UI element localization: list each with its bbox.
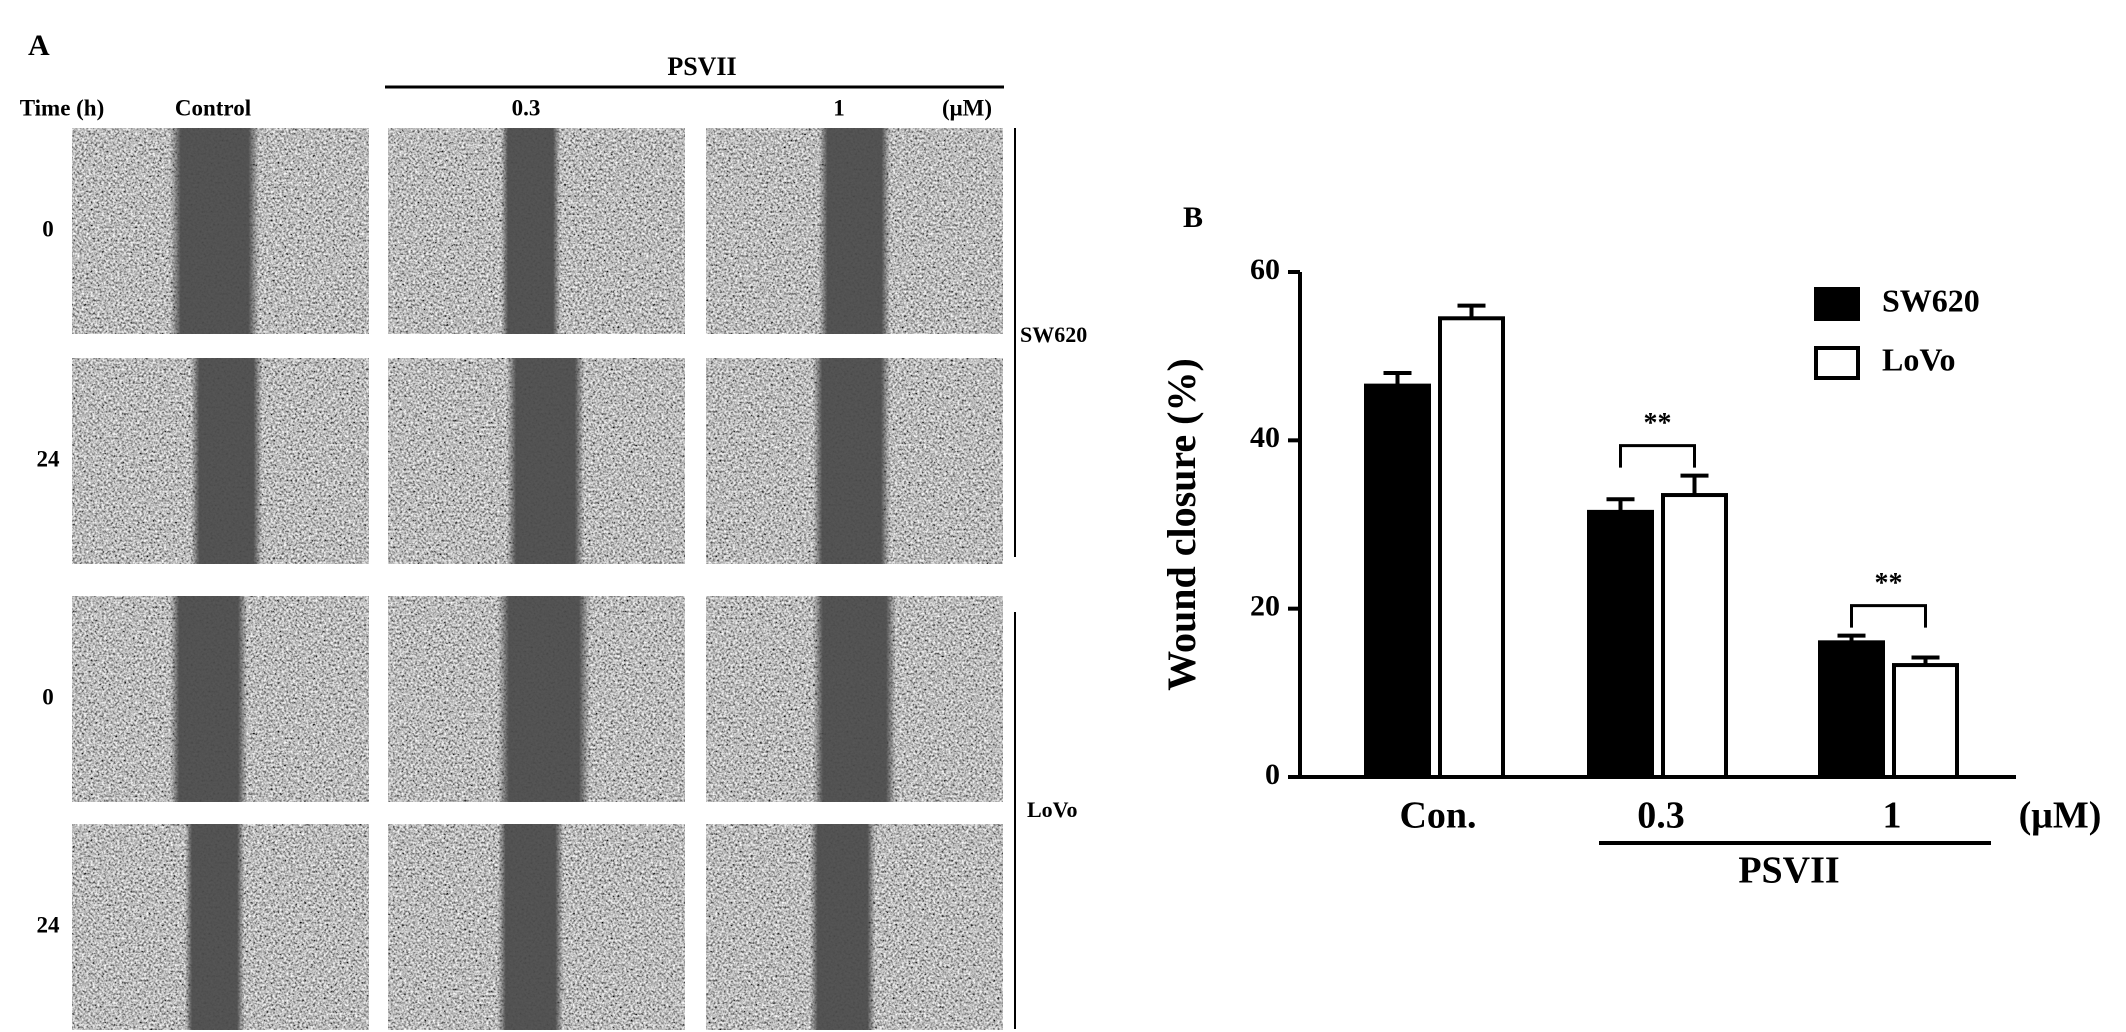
unit-label: (μM) <box>942 95 992 120</box>
panel-label: A <box>28 29 50 62</box>
bar <box>1892 663 1959 780</box>
wound-gap <box>818 128 891 334</box>
row-label: 0 <box>42 216 54 241</box>
wound-gap <box>190 358 263 564</box>
panel-label: B <box>1183 201 1203 234</box>
legend-label: LoVo <box>1882 341 1956 377</box>
wound-gap <box>497 596 590 802</box>
significance-bracket <box>1850 604 1927 628</box>
group-label: PSVII <box>1738 850 1839 892</box>
column-label: Control <box>175 95 251 120</box>
legend-label: SW620 <box>1882 282 1980 318</box>
cell-line-label: SW620 <box>1020 322 1087 347</box>
cell-line-label: LoVo <box>1027 797 1078 822</box>
bar <box>1438 316 1505 779</box>
significance-label: ** <box>1875 568 1903 599</box>
legend-swatch <box>1814 287 1860 321</box>
x-tick-label: 0.3 <box>1637 795 1685 837</box>
significance-bracket <box>1619 444 1696 468</box>
wound-gap <box>506 358 585 564</box>
y-axis-title: Wound closure (%) <box>1159 358 1204 691</box>
row-label: 24 <box>37 446 61 471</box>
significance-label: ** <box>1644 408 1672 439</box>
column-label: 1 <box>833 95 845 120</box>
group-label: PSVII <box>667 52 736 81</box>
bar <box>1661 493 1728 779</box>
time-header: Time (h) <box>20 95 105 120</box>
unit-label: (μM) <box>2019 795 2102 837</box>
bar <box>1587 509 1654 779</box>
column-label: 0.3 <box>512 95 541 120</box>
wound-gap <box>170 596 248 802</box>
y-tick-label: 0 <box>1265 758 1280 791</box>
wound-gap <box>812 358 891 564</box>
bar <box>1364 383 1431 779</box>
bar <box>1818 640 1885 779</box>
wound-gap <box>500 128 561 334</box>
y-tick-label: 20 <box>1250 590 1280 623</box>
wound-gap <box>184 824 245 1030</box>
y-tick-label: 40 <box>1250 421 1280 454</box>
row-label: 24 <box>37 912 61 937</box>
x-tick-label: 1 <box>1883 795 1902 837</box>
wound-gap <box>812 596 897 802</box>
wound-gap <box>497 824 564 1030</box>
row-label: 0 <box>42 684 54 709</box>
legend-swatch <box>1814 346 1860 380</box>
y-tick-label: 60 <box>1250 253 1280 286</box>
x-tick-label: Con. <box>1399 795 1476 837</box>
wound-gap <box>809 824 876 1030</box>
wound-gap <box>170 128 260 334</box>
